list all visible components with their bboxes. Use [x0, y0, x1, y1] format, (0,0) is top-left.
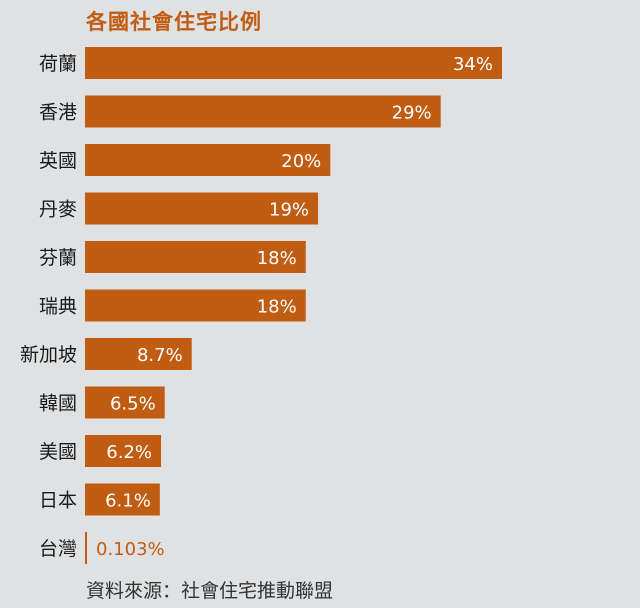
value-label: 6.5%	[110, 394, 156, 415]
category-label: 台灣	[39, 538, 77, 560]
category-label: 芬蘭	[39, 247, 77, 269]
category-label: 丹麥	[39, 199, 77, 221]
category-label: 香港	[39, 102, 77, 124]
bar	[85, 435, 162, 467]
category-label: 英國	[39, 150, 77, 172]
category-label: 瑞典	[39, 296, 77, 318]
bar	[85, 47, 502, 79]
bar	[85, 483, 160, 516]
category-label: 美國	[39, 441, 77, 463]
category-label: 荷蘭	[39, 53, 77, 75]
category-label: 日本	[39, 490, 77, 512]
bar	[85, 532, 87, 564]
value-label: 19%	[269, 200, 309, 221]
bar	[85, 386, 165, 419]
value-label: 34%	[453, 54, 493, 75]
value-label: 20%	[281, 151, 321, 172]
source-note: 資料來源：社會住宅推動聯盟	[86, 580, 334, 602]
category-label: 韓國	[39, 393, 77, 415]
value-label: 6.1%	[105, 491, 151, 512]
value-label: 8.7%	[137, 345, 183, 366]
category-label: 新加坡	[20, 344, 77, 366]
bar	[85, 95, 441, 128]
bar	[85, 289, 306, 322]
bar	[85, 144, 331, 176]
chart-title: 各國社會住宅比例	[86, 10, 262, 34]
value-label: 0.103%	[96, 539, 165, 560]
value-label: 18%	[257, 297, 297, 318]
value-label: 29%	[392, 103, 432, 124]
value-label: 6.2%	[106, 442, 152, 463]
bar	[85, 192, 319, 225]
value-label: 18%	[257, 248, 297, 269]
bar	[85, 338, 192, 370]
bar	[85, 241, 306, 273]
